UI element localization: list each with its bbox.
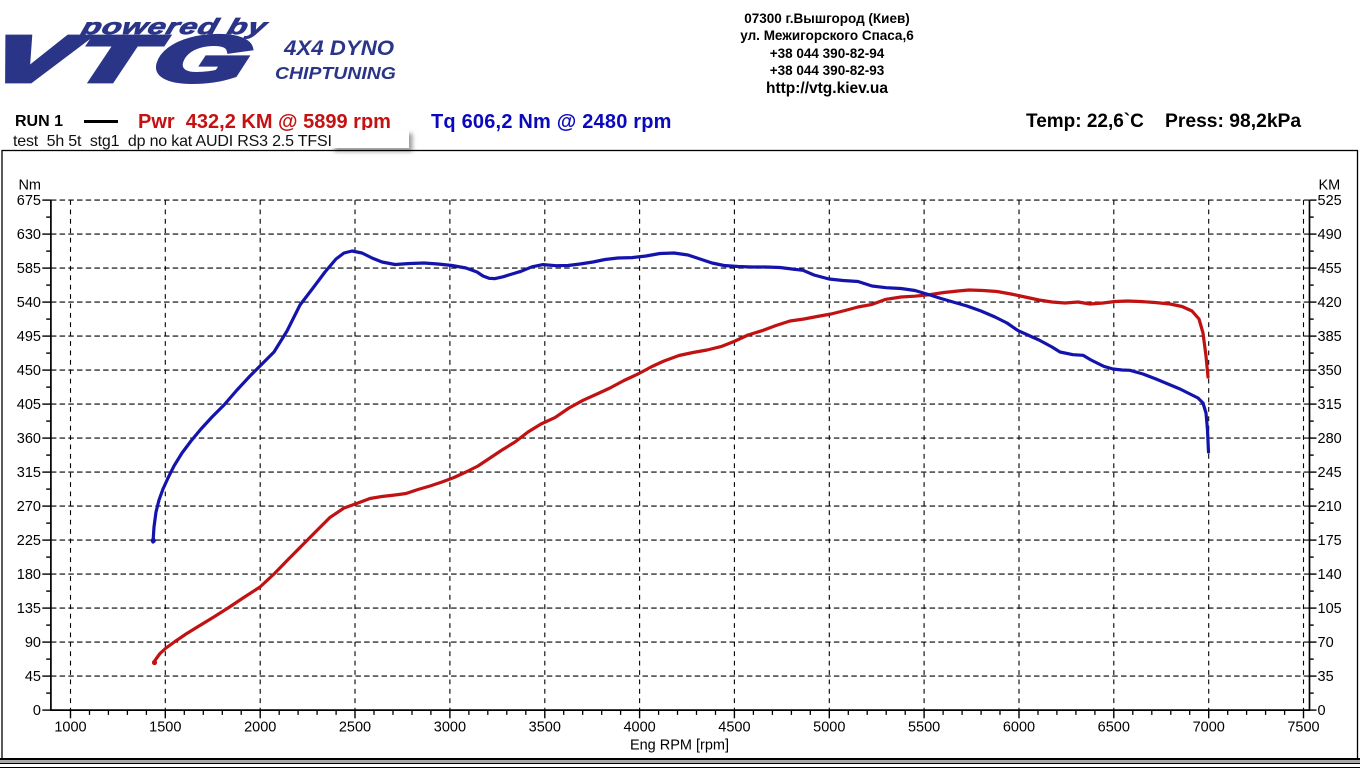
svg-text:1000: 1000 [54,720,86,736]
svg-text:35: 35 [1318,669,1334,685]
svg-text:105: 105 [1318,601,1342,617]
svg-text:7000: 7000 [1193,720,1225,736]
svg-text:5000: 5000 [813,720,845,736]
svg-text:140: 140 [1318,567,1342,583]
svg-text:1500: 1500 [149,720,181,736]
svg-text:135: 135 [17,601,41,617]
svg-text:630: 630 [17,227,41,243]
svg-text:675: 675 [17,193,41,209]
svg-text:2500: 2500 [339,720,371,736]
svg-text:455: 455 [1318,261,1342,277]
svg-text:210: 210 [1318,499,1342,515]
svg-text:90: 90 [25,635,41,651]
svg-text:495: 495 [17,329,41,345]
svg-text:KM: KM [1319,178,1341,194]
svg-text:420: 420 [1318,295,1342,311]
svg-text:270: 270 [17,499,41,515]
svg-text:280: 280 [1318,431,1342,447]
svg-text:175: 175 [1318,533,1342,549]
svg-text:225: 225 [17,533,41,549]
svg-text:585: 585 [17,261,41,277]
svg-text:3000: 3000 [434,720,466,736]
svg-text:525: 525 [1318,193,1342,209]
svg-text:6500: 6500 [1098,720,1130,736]
svg-text:6000: 6000 [1003,720,1035,736]
svg-text:0: 0 [1318,703,1326,719]
svg-text:7500: 7500 [1287,720,1319,736]
svg-text:450: 450 [17,363,41,379]
svg-text:540: 540 [17,295,41,311]
svg-text:405: 405 [17,397,41,413]
svg-text:3500: 3500 [529,720,561,736]
svg-text:45: 45 [25,669,41,685]
svg-text:4500: 4500 [718,720,750,736]
svg-text:245: 245 [1318,465,1342,481]
svg-text:70: 70 [1318,635,1334,651]
svg-text:Nm: Nm [18,178,41,194]
svg-text:5500: 5500 [908,720,940,736]
svg-text:350: 350 [1318,363,1342,379]
svg-text:490: 490 [1318,227,1342,243]
svg-text:385: 385 [1318,329,1342,345]
svg-text:180: 180 [17,567,41,583]
svg-text:Eng RPM [rpm]: Eng RPM [rpm] [630,738,729,754]
svg-text:315: 315 [1318,397,1342,413]
svg-text:2000: 2000 [244,720,276,736]
svg-text:4000: 4000 [623,720,655,736]
svg-text:360: 360 [17,431,41,447]
svg-text:0: 0 [33,703,41,719]
svg-text:315: 315 [17,465,41,481]
